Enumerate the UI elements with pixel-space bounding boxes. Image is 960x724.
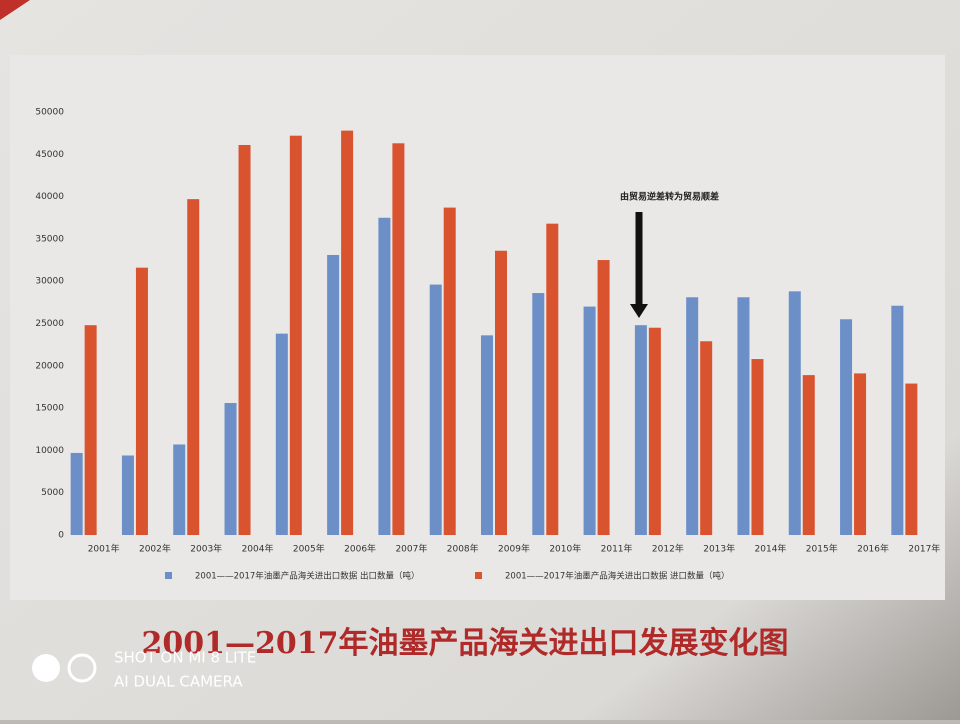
bar [84,325,97,535]
bar [634,325,647,535]
y-tick-label: 25000 [35,319,64,329]
x-tick-label: 2002年 [139,543,171,555]
bar [341,130,354,535]
bar [429,284,442,535]
y-tick-label: 20000 [35,361,64,371]
x-tick-label: 2014年 [755,543,787,555]
bar [275,333,288,535]
bar [481,335,493,535]
x-tick-label: 2010年 [549,543,581,555]
bar [854,373,867,535]
y-tick-label: 35000 [35,234,64,244]
bar [443,207,456,535]
x-tick-label: 2006年 [344,543,376,555]
legend-swatch [165,572,172,579]
x-tick-label: 2005年 [293,543,325,555]
bar [224,403,237,535]
x-tick-label: 2009年 [498,543,530,555]
chart-title: 2001—2017年油墨产品海关进出口发展变化图 [142,626,789,661]
x-tick-label: 2013年 [703,543,735,555]
annotation: 由贸易逆差转为贸易顺差 [620,191,719,203]
x-tick-label: 2011年 [601,543,633,555]
y-tick-label: 15000 [35,404,64,414]
bar [597,260,610,535]
bar [788,291,801,535]
bar [532,293,545,535]
x-tick-label: 2003年 [190,543,222,555]
arrow-head [630,304,648,318]
y-tick-label: 50000 [35,108,64,118]
bar [700,341,713,535]
x-tick-label: 2015年 [806,543,838,555]
watermark-dot [32,654,60,682]
watermark: SHOT ON MI 8 LITE [114,649,256,667]
bar [173,444,186,535]
watermark-ring [67,653,97,683]
bar [187,199,200,535]
bar [289,135,302,536]
bar [905,383,918,535]
bar [583,306,596,535]
bar [135,267,148,535]
bar [546,223,559,535]
x-tick-label: 2004年 [242,543,274,555]
bar [378,217,391,535]
bar [495,250,507,535]
y-tick-label: 40000 [35,192,64,202]
bar [327,254,340,535]
bar [737,297,750,535]
legend-label: 2001——2017年油墨产品海关进出口数据 进口数量（吨） [505,571,729,582]
legend-label: 2001——2017年油墨产品海关进出口数据 出口数量（吨） [195,571,419,582]
bar [686,297,699,535]
bar [238,144,251,535]
y-tick-label: 45000 [35,150,64,160]
bar [121,455,134,535]
bar [70,452,83,535]
bar [840,319,853,535]
y-tick-label: 0 [58,531,64,541]
y-tick-label: 5000 [41,488,64,498]
bar [891,305,904,535]
x-tick-label: 2007年 [395,543,427,555]
x-tick-label: 2012年 [652,543,684,555]
x-tick-label: 2017年 [908,543,940,555]
x-tick-label: 2001年 [88,543,120,555]
watermark: AI DUAL CAMERA [114,673,243,691]
corner-mark [0,0,30,20]
bar [802,375,815,535]
bar [751,359,764,535]
y-tick-label: 30000 [35,277,64,287]
x-tick-label: 2016年 [857,543,889,555]
bar [392,143,405,535]
y-tick-label: 10000 [35,446,64,456]
legend-swatch [475,572,482,579]
x-tick-label: 2008年 [447,543,479,555]
bar [648,327,661,535]
